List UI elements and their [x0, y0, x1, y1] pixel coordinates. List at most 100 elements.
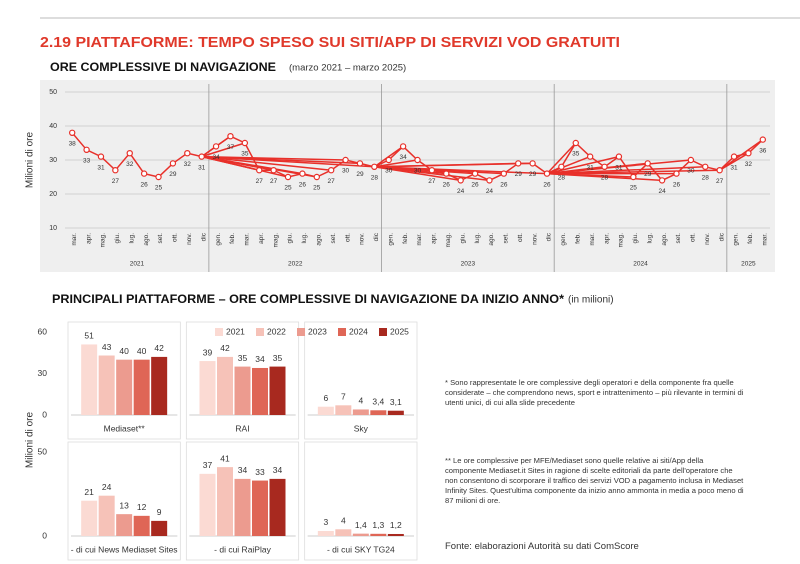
data-label: 25 — [155, 185, 163, 192]
x-tick-label: Mediaset** — [104, 423, 146, 433]
marker — [572, 139, 579, 147]
data-label: 34 — [238, 465, 248, 475]
bar — [116, 514, 133, 536]
x-tick-label: set. — [157, 233, 164, 244]
bar — [133, 515, 150, 536]
data-label: 3,1 — [390, 397, 402, 407]
line-connector — [201, 155, 375, 168]
marker — [256, 166, 263, 174]
x-tick-label: giu. — [114, 233, 121, 244]
data-label: 35 — [238, 353, 248, 363]
line-connector — [373, 145, 404, 168]
marker — [745, 149, 752, 157]
marker — [471, 170, 479, 177]
y-axis-label: Milioni di ore — [25, 131, 36, 188]
x-tick-label: giu. — [459, 233, 466, 244]
data-label: 39 — [203, 347, 213, 357]
data-label: 37 — [227, 144, 235, 151]
bar — [81, 500, 98, 536]
x-tick-label: nov. — [359, 233, 366, 245]
x-tick-label: feb. — [229, 233, 236, 244]
data-label: 34 — [212, 154, 220, 161]
data-label: 33 — [83, 158, 91, 165]
marker — [327, 166, 335, 174]
line-connector — [374, 166, 548, 175]
y-tick-label: 30 — [49, 157, 57, 164]
x-tick-label: mar. — [762, 233, 769, 246]
marker — [184, 149, 191, 157]
data-label: 34 — [399, 154, 407, 161]
x-tick-label: mag. — [272, 233, 279, 248]
data-label: 32 — [184, 161, 192, 168]
data-label: 31 — [97, 164, 105, 171]
x-tick-label: Sky — [354, 423, 369, 433]
y-axis-label: Milioni di ore — [25, 411, 36, 468]
legend-label: 2023 — [308, 326, 327, 336]
panel-box — [67, 321, 181, 440]
marker — [515, 160, 522, 167]
data-label: 1,2 — [390, 520, 402, 530]
marker — [342, 156, 349, 164]
x-tick-label: mar. — [416, 233, 423, 246]
marker — [644, 160, 651, 167]
panel-box — [304, 321, 418, 440]
y-tick-label: 30 — [38, 368, 48, 378]
x-tick-label: apr. — [431, 233, 438, 244]
data-label: 26 — [471, 181, 479, 188]
footnote: * Sono rappresentate le ore complessive … — [445, 378, 744, 407]
marker — [399, 143, 407, 150]
x-tick-label: mag. — [445, 233, 452, 248]
data-label: 3 — [323, 517, 328, 527]
bar — [199, 473, 216, 536]
marker — [615, 153, 623, 160]
x-tick-label: giu. — [287, 233, 294, 244]
bar — [387, 410, 404, 415]
data-label: 43 — [102, 342, 112, 352]
x-tick-label: gen. — [387, 233, 394, 246]
legend-label: 2024 — [349, 326, 368, 336]
data-label: 36 — [759, 147, 767, 154]
marker — [543, 170, 551, 177]
marker — [270, 166, 277, 174]
year-label: 2023 — [461, 261, 476, 268]
x-tick-label: giu. — [632, 233, 639, 244]
data-label: 33 — [255, 467, 265, 477]
year-label: 2025 — [741, 261, 756, 268]
line-connector — [201, 155, 289, 178]
line-title: ORE COMPLESSIVE DI NAVIGAZIONE — [50, 60, 276, 74]
x-tick-label: ago. — [143, 233, 150, 246]
data-label: 7 — [341, 392, 346, 402]
bar — [217, 467, 233, 536]
bar — [370, 533, 387, 536]
bar — [234, 366, 251, 415]
data-label: 40 — [137, 346, 147, 356]
marker — [83, 146, 90, 153]
bar — [317, 406, 334, 415]
bar-title: PRINCIPALI PIATTAFORME – ORE COMPLESSIVE… — [52, 292, 564, 306]
x-tick-label: - di cui SKY TG24 — [327, 544, 395, 554]
y-tick-label: 0 — [42, 409, 47, 419]
marker — [457, 177, 464, 184]
data-label: 29 — [644, 171, 652, 178]
line-connector — [201, 155, 317, 178]
x-tick-label: feb. — [574, 233, 581, 244]
data-label: 1,3 — [372, 520, 384, 530]
x-tick-label: feb. — [402, 233, 409, 244]
data-label: 9 — [157, 507, 162, 517]
data-label: 1,4 — [355, 520, 367, 530]
data-label: 3,4 — [372, 397, 384, 407]
line-connector — [374, 159, 418, 168]
x-tick-label: mar. — [244, 233, 251, 246]
x-tick-label: feb. — [747, 233, 754, 244]
data-label: 34 — [255, 354, 265, 364]
data-label: 35 — [273, 353, 283, 363]
data-label: 27 — [112, 178, 120, 185]
x-tick-label: ott. — [344, 233, 351, 242]
data-label: 4 — [341, 516, 346, 526]
legend-swatch — [297, 328, 305, 336]
x-tick-label: nov. — [531, 233, 538, 245]
marker — [241, 139, 249, 147]
line — [71, 132, 202, 178]
y-tick-label: 10 — [49, 225, 57, 232]
x-tick-label: mag. — [618, 233, 625, 248]
